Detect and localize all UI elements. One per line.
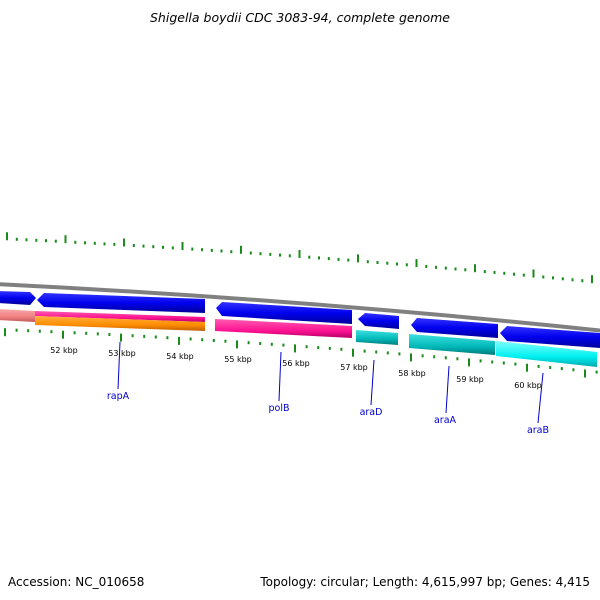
leader-araA xyxy=(445,365,450,414)
gene-label-araD[interactable]: araD xyxy=(360,407,383,418)
gene-label-rapA[interactable]: rapA xyxy=(107,391,130,402)
feature-rapA-pink xyxy=(35,311,205,322)
leader-rapA xyxy=(117,341,121,390)
gene-label-araA[interactable]: araA xyxy=(434,415,457,426)
leader-araB xyxy=(537,372,544,424)
cds-arrow-1 xyxy=(0,291,36,305)
cds-arrow-araD xyxy=(358,313,399,329)
feature-araA xyxy=(409,334,495,355)
cds-arrow-araA xyxy=(411,318,498,338)
feature-rapA-orange xyxy=(35,316,205,331)
feature-polB xyxy=(215,319,352,338)
map-title: Shigella boydii CDC 3083-94, complete ge… xyxy=(150,10,450,25)
scale-label: 59 kbp xyxy=(456,375,484,384)
leader-araD xyxy=(370,359,375,406)
accession-text: Accession: NC_010658 xyxy=(8,575,144,589)
genome-backbone xyxy=(0,282,600,333)
scale-label: 60 kbp xyxy=(514,381,542,390)
scale-label: 52 kbp xyxy=(50,346,78,355)
topology-text: Topology: circular; Length: 4,615,997 bp… xyxy=(259,575,590,589)
scale-label: 56 kbp xyxy=(282,359,310,368)
feature-araD xyxy=(356,330,398,345)
scale-label: 55 kbp xyxy=(224,355,252,364)
feature-salmon xyxy=(0,309,35,322)
scale-label: 57 kbp xyxy=(340,363,368,372)
scale-label: 54 kbp xyxy=(166,352,194,361)
gene-label-polB[interactable]: polB xyxy=(269,403,290,414)
scale-labels: 52 kbp 53 kbp 54 kbp 55 kbp 56 kbp 57 kb… xyxy=(50,346,542,390)
leader-polB xyxy=(278,351,282,402)
outer-tick-row xyxy=(6,232,593,284)
scale-tick-row xyxy=(4,328,598,378)
gene-label-araB[interactable]: araB xyxy=(527,425,549,436)
feature-araB xyxy=(496,341,597,367)
cds-arrow-polB xyxy=(216,302,352,324)
cds-arrow-araB xyxy=(500,326,600,348)
cds-arrow-rapA xyxy=(37,293,205,313)
scale-label: 58 kbp xyxy=(398,369,426,378)
gene-leaders xyxy=(117,341,544,424)
scale-label: 53 kbp xyxy=(108,349,136,358)
